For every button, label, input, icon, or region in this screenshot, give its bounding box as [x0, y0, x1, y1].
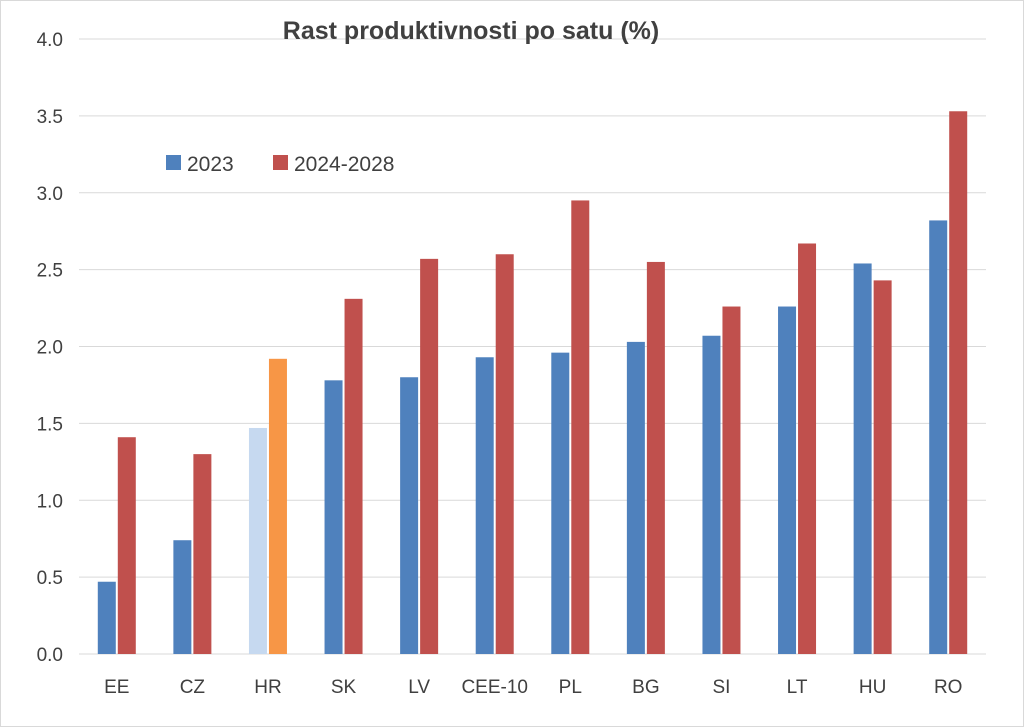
legend-swatch-2023: [166, 155, 181, 170]
x-category-label: RO: [934, 677, 963, 698]
bar-hu-2023: [853, 263, 872, 654]
y-tick-label: 1.5: [37, 414, 63, 435]
bar-lt-2023: [778, 306, 797, 654]
x-category-label: EE: [104, 677, 129, 698]
bar-sk-2024-2028: [344, 298, 363, 654]
legend-swatch-2024-2028: [273, 155, 288, 170]
bar-ro-2023: [929, 220, 948, 655]
legend-label-2023: 2023: [187, 153, 234, 176]
bar-hr-2023: [248, 427, 267, 654]
bar-cz-2024-2028: [193, 454, 212, 654]
x-category-label: HR: [254, 677, 281, 698]
bar-ro-2024-2028: [949, 111, 968, 654]
y-tick-label: 4.0: [37, 30, 63, 51]
y-tick-label: 3.0: [37, 184, 63, 205]
x-category-label: SK: [331, 677, 357, 698]
x-category-label: PL: [559, 677, 582, 698]
y-tick-label: 2.0: [37, 338, 63, 359]
bars: [97, 111, 968, 655]
y-tick-label: 3.5: [37, 107, 63, 128]
bar-lv-2024-2028: [420, 258, 439, 654]
bar-hu-2024-2028: [873, 280, 892, 654]
y-axis-tick-labels: 0.0 0.5 1.0 1.5 2.0 2.5 3.0 3.5 4.0: [37, 30, 63, 666]
bar-si-2023: [702, 335, 721, 654]
bar-hr-2024-2028: [268, 358, 287, 654]
bar-si-2024-2028: [722, 306, 741, 654]
x-axis-category-labels: EE CZ HR SK LV CEE-10 PL BG SI LT HU RO: [104, 677, 962, 698]
bar-lt-2024-2028: [798, 243, 817, 655]
x-category-label: SI: [712, 677, 730, 698]
y-tick-label: 1.0: [37, 491, 63, 512]
bar-ee-2023: [97, 581, 116, 654]
x-category-label: BG: [632, 677, 659, 698]
bar-pl-2023: [551, 352, 570, 654]
legend: 2023 2024-2028: [166, 153, 394, 176]
y-tick-label: 2.5: [37, 261, 63, 282]
gridlines: [79, 38, 986, 655]
y-tick-label: 0.5: [37, 568, 63, 589]
x-category-label: LV: [408, 677, 430, 698]
x-category-label: CEE-10: [461, 677, 528, 698]
bar-cee-10-2023: [475, 357, 494, 654]
bar-bg-2024-2028: [646, 261, 665, 654]
bar-pl-2024-2028: [571, 200, 590, 654]
legend-label-2024-2028: 2024-2028: [294, 153, 394, 176]
chart-title: Rast produktivnosti po satu (%): [283, 17, 659, 45]
bar-cee-10-2024-2028: [495, 254, 514, 654]
x-category-label: LT: [787, 677, 808, 698]
x-category-label: CZ: [180, 677, 206, 698]
bar-sk-2023: [324, 380, 343, 654]
bar-cz-2023: [173, 540, 192, 654]
y-tick-label: 0.0: [37, 645, 63, 666]
bar-lv-2023: [400, 377, 419, 654]
x-category-label: HU: [859, 677, 886, 698]
bar-ee-2024-2028: [117, 437, 136, 654]
bar-bg-2023: [626, 341, 645, 654]
